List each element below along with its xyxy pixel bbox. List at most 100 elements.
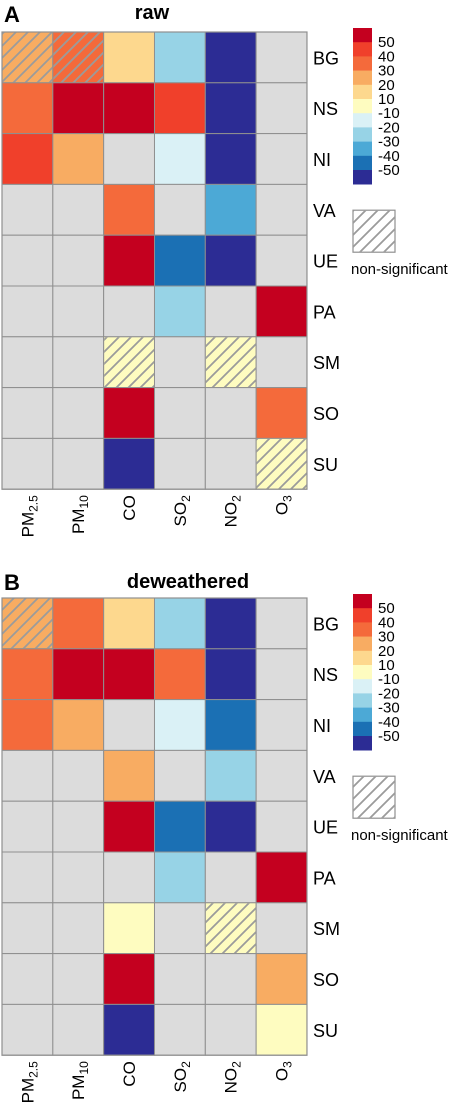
panel-label: B (4, 570, 20, 595)
legend-non-significant-label: non-significant (351, 261, 449, 278)
row-label-pa: PA (313, 868, 336, 888)
cell-ns-so2 (153, 82, 206, 135)
cell-ni-so2 (153, 699, 206, 751)
grid-border (1, 31, 308, 490)
column-label-so2: SO2 (171, 495, 193, 527)
cell-ns-co (103, 648, 155, 701)
cell-ns-o3 (255, 648, 308, 701)
cell-bg-no2 (204, 31, 257, 84)
legend-label: 30 (378, 629, 395, 646)
cell-so-so2 (153, 953, 206, 1005)
cell-va-pm25 (1, 183, 54, 236)
legend-hatch-box (353, 776, 395, 818)
legend-swatch (353, 113, 372, 128)
cell-ni-o3 (255, 699, 308, 751)
cell-su-pm10 (52, 437, 105, 490)
cell-va-so2 (153, 749, 206, 802)
legend-label: 40 (378, 614, 395, 631)
cell-sm-pm10 (52, 902, 105, 955)
cell-so-co (103, 953, 155, 1005)
cell-pa-co (103, 285, 155, 338)
non-significant-hatch (104, 337, 154, 388)
row-label-ns: NS (313, 665, 338, 685)
legend-label: -40 (378, 148, 400, 165)
legend-label: 20 (378, 643, 395, 660)
column-label-base: CO (120, 495, 139, 521)
row-label-ns: NS (313, 99, 338, 119)
legend-swatch (353, 594, 372, 609)
legend-swatch (353, 56, 372, 71)
cell-bg-so2 (153, 597, 206, 650)
column-label-base: SO (171, 502, 190, 527)
cell-so-pm10 (52, 387, 105, 439)
chart-title: raw (135, 2, 170, 24)
cell-su-co (103, 1003, 155, 1056)
cell-su-so2 (153, 437, 206, 490)
cell-ni-co (103, 699, 155, 751)
legend-swatch (353, 650, 372, 666)
cell-va-o3 (255, 749, 308, 802)
legend-swatch (353, 141, 372, 157)
legend-label: 50 (378, 34, 395, 51)
cell-so-o3 (255, 387, 308, 439)
legend-swatch (353, 170, 372, 185)
cell-so-co (103, 387, 155, 439)
non-significant-hatch (205, 337, 256, 388)
cell-sm-o3 (255, 902, 308, 955)
cell-so-o3 (255, 953, 308, 1005)
cell-su-o3 (255, 1003, 308, 1056)
cell-ni-so2 (153, 133, 206, 185)
cell-ue-co (103, 800, 155, 853)
legend-swatch (353, 28, 372, 43)
cell-ue-o3 (255, 234, 308, 287)
row-label-va: VA (313, 767, 336, 787)
cell-ni-o3 (255, 133, 308, 185)
cell-ue-no2 (204, 234, 257, 287)
cell-pa-so2 (153, 851, 206, 904)
cell-va-no2 (204, 749, 257, 802)
cell-bg-co (103, 597, 155, 650)
cell-sm-pm10 (52, 336, 105, 389)
panel-label: A (4, 2, 20, 27)
row-label-so: SO (313, 970, 339, 990)
cell-ns-co (103, 82, 155, 135)
cell-va-co (103, 749, 155, 802)
legend-swatch (353, 736, 372, 751)
column-label-co: CO (120, 495, 139, 521)
legend-swatch (353, 721, 372, 737)
row-label-bg: BG (313, 48, 339, 68)
cell-so-pm10 (52, 953, 105, 1005)
cell-pa-so2 (153, 285, 206, 338)
cell-va-pm10 (52, 749, 105, 802)
cell-ns-o3 (255, 82, 308, 135)
row-label-va: VA (313, 201, 336, 221)
legend-label: 50 (378, 600, 395, 617)
cell-ue-pm25 (1, 234, 54, 287)
column-label-o3: O3 (273, 495, 295, 515)
cell-ns-pm25 (1, 82, 54, 135)
non-significant-hatch (2, 598, 53, 649)
cell-bg-pm10 (52, 597, 105, 650)
column-label-base: PM (18, 512, 37, 538)
legend-label: -30 (378, 134, 400, 151)
cell-bg-no2 (204, 597, 257, 650)
legend-label: -10 (378, 105, 400, 122)
column-label-subscript: 2 (230, 1061, 244, 1068)
cell-ue-so2 (153, 234, 206, 287)
cell-ni-pm10 (52, 133, 105, 185)
column-label-subscript: 2 (179, 495, 193, 502)
cell-ni-no2 (204, 133, 257, 185)
legend-label: -10 (378, 671, 400, 688)
column-label-base: PM (69, 1075, 88, 1101)
cell-ni-pm10 (52, 699, 105, 751)
column-label-pm10: PM10 (69, 1061, 91, 1100)
cell-so-pm25 (1, 953, 54, 1005)
legend-swatch (353, 84, 372, 100)
cell-sm-co (103, 902, 155, 955)
cell-su-no2 (204, 1003, 257, 1056)
non-significant-hatch (256, 438, 307, 489)
row-label-so: SO (313, 404, 339, 424)
